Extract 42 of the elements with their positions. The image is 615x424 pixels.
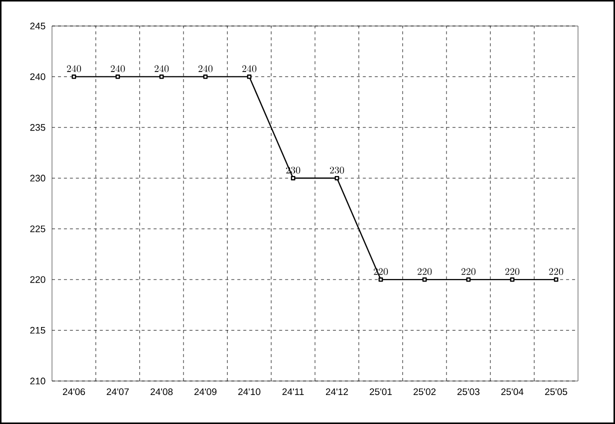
point: [247, 74, 252, 79]
x-tick-label: 24'06: [62, 388, 85, 396]
x-tick-label: 24'10: [238, 388, 260, 396]
data-label: 240: [198, 65, 212, 72]
point: [554, 277, 558, 282]
point: [290, 176, 296, 180]
point: [159, 74, 164, 79]
y-tick-label: 230: [30, 174, 46, 182]
y-tick-label: 210: [30, 378, 46, 384]
x-tick-label: 25'05: [545, 388, 568, 396]
y-tick-label: 220: [30, 276, 46, 283]
data-label: 220: [418, 268, 432, 276]
data-label: 240: [66, 65, 81, 72]
y-tick-label: 215: [30, 326, 46, 334]
x-tick-label: 25'03: [457, 388, 480, 396]
x-tick-label: 25'01: [370, 388, 392, 396]
x-tick-label: 25'04: [501, 388, 524, 396]
x-tick-label: 24'11: [282, 388, 304, 395]
point: [466, 277, 471, 282]
x-tick-label: 24'07: [106, 388, 129, 396]
point: [72, 74, 76, 79]
data-label: 220: [549, 268, 564, 276]
point: [378, 277, 383, 282]
data-label: 240: [110, 65, 125, 72]
point: [510, 277, 514, 282]
x-tick-label: 24'09: [194, 388, 216, 396]
y-tick-label: 235: [30, 124, 46, 131]
point: [334, 176, 340, 180]
data-label: 220: [505, 268, 520, 276]
x-tick-label: 25'02: [414, 388, 436, 396]
x-tick-label: 24'12: [326, 388, 348, 395]
data-label: 240: [242, 65, 256, 72]
y-tick-label: 245: [30, 22, 46, 30]
data-label: 220: [461, 268, 476, 276]
y-tick-label: 240: [30, 73, 46, 80]
x-tick-label: 24'08: [150, 388, 173, 396]
data-label: 240: [154, 65, 169, 72]
y-tick-label: 225: [30, 225, 46, 232]
point: [203, 74, 208, 79]
data-label: 230: [330, 166, 344, 174]
point: [422, 277, 427, 282]
point: [116, 74, 120, 79]
